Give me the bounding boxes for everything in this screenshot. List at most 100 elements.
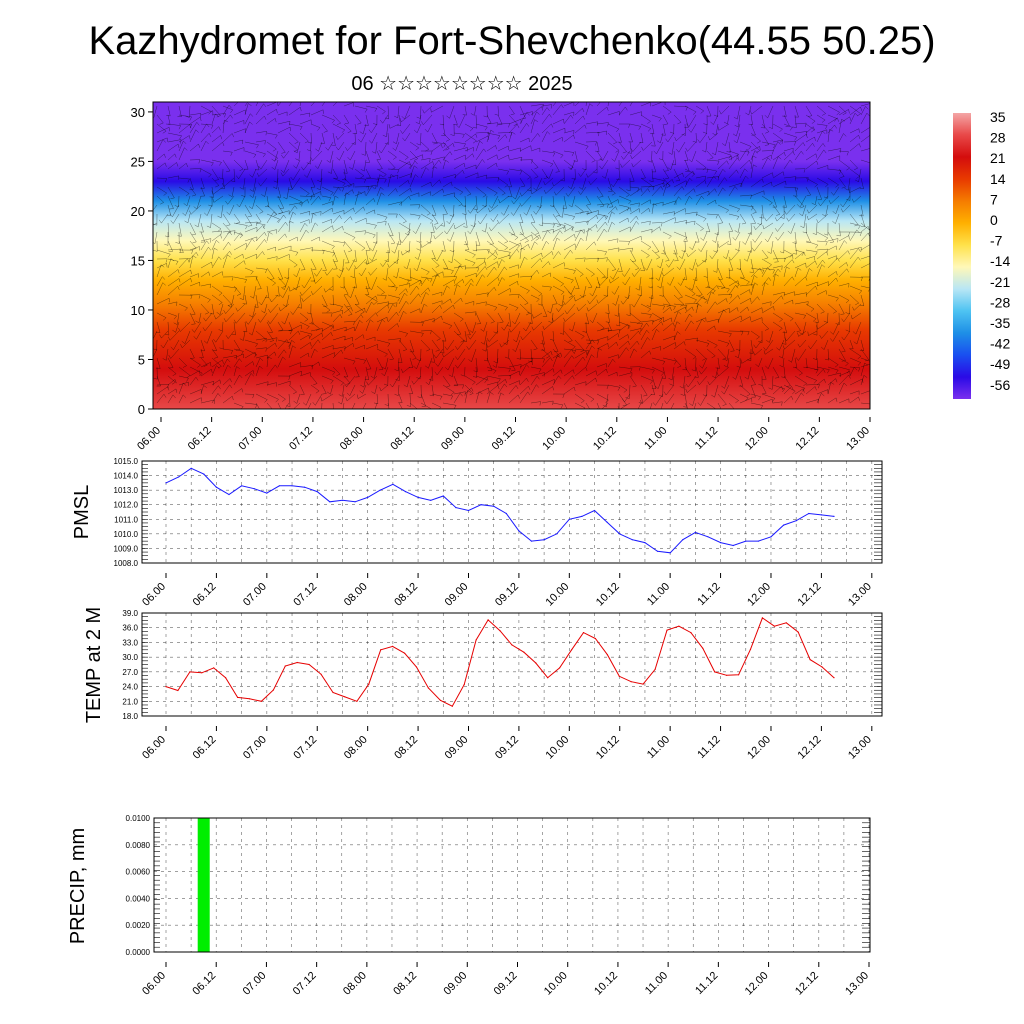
data-point	[666, 629, 668, 631]
data-point	[656, 550, 659, 552]
x-tick-label: 13.00	[846, 581, 874, 609]
y-tick-label: 0.0000	[126, 948, 151, 957]
x-tick-label: 12.12	[796, 734, 824, 762]
date-subtitle: 06 ☆☆☆☆☆☆☆☆ 2025	[351, 73, 573, 95]
data-point	[644, 542, 646, 544]
x-tick-label: 13.00	[846, 734, 874, 762]
data-point	[809, 659, 811, 661]
pmsl-axis-label: PMSL	[71, 485, 93, 539]
x-tick-label: 11.00	[645, 734, 672, 761]
y-tick-label: 0.0080	[126, 841, 151, 850]
data-point	[530, 540, 533, 542]
data-point	[316, 491, 318, 493]
x-tick-label: 10.12	[592, 970, 620, 998]
data-point	[682, 539, 684, 541]
x-tick-label: 06.12	[191, 734, 219, 762]
data-point	[165, 686, 167, 688]
page-title: Kazhydromet for Fort-Shevchenko(44.55 50…	[88, 19, 936, 63]
data-point	[475, 639, 477, 641]
y-tick-label: 5	[138, 352, 145, 367]
y-tick-label: 0.0040	[126, 894, 151, 903]
data-point	[523, 651, 525, 653]
x-tick-label: 10.00	[543, 734, 571, 762]
data-point	[439, 699, 441, 701]
data-point	[178, 476, 180, 478]
temp-frame	[141, 612, 883, 717]
x-tick-label: 11.12	[693, 425, 720, 452]
y-tick-label: 1012.0	[114, 501, 139, 510]
x-tick-label: 10.12	[594, 734, 622, 762]
data-point	[442, 495, 444, 497]
y-tick-label: 36.0	[122, 624, 138, 633]
data-point	[833, 515, 835, 518]
data-point	[594, 637, 597, 640]
x-tick-label: 11.12	[695, 734, 722, 761]
y-tick-label: 0	[138, 402, 145, 417]
data-point	[356, 700, 358, 702]
data-point	[320, 673, 322, 675]
data-point	[417, 496, 419, 498]
data-point	[455, 507, 457, 509]
x-tick-label: 07.12	[287, 425, 315, 453]
data-point	[568, 518, 570, 520]
x-tick-label: 12.00	[743, 425, 771, 453]
data-point	[707, 536, 709, 538]
y-tick-label: 39.0	[122, 609, 138, 618]
data-point	[392, 483, 394, 485]
temperature-panel: 18.021.024.027.030.033.036.039.0 06.00 06…	[83, 607, 883, 762]
x-tick-label: 10.12	[591, 425, 619, 453]
x-tick-label: 11.00	[645, 581, 672, 608]
data-point	[404, 652, 406, 654]
y-tick-label: 0.0100	[126, 814, 151, 823]
data-point	[678, 625, 680, 627]
x-tick-label: 07.12	[291, 970, 319, 998]
data-point	[726, 674, 728, 676]
data-point	[543, 539, 545, 541]
data-point	[631, 539, 633, 541]
data-point	[467, 509, 470, 512]
data-point	[619, 533, 621, 535]
data-point	[451, 705, 453, 707]
x-tick-label: 09.12	[492, 970, 520, 998]
data-point	[535, 662, 537, 664]
x-tick-label: 09.12	[490, 425, 518, 453]
data-point	[618, 675, 620, 677]
data-point	[248, 698, 251, 700]
pmsl-frame	[141, 460, 883, 564]
y-tick-label: 21.0	[122, 697, 138, 706]
x-tick-label: 06.12	[190, 970, 218, 998]
y-tick-label: 1010.0	[114, 530, 139, 539]
data-point	[213, 667, 215, 669]
x-tick-label: 08.00	[342, 734, 370, 762]
data-point	[518, 530, 520, 532]
data-point	[189, 671, 191, 673]
colorbar-label: 35	[990, 109, 1006, 125]
data-point	[606, 521, 608, 523]
x-tick-label: 06.00	[140, 581, 168, 609]
colorbar-label: 14	[990, 171, 1006, 187]
colorbar-label: -21	[990, 274, 1010, 290]
data-point	[332, 691, 334, 694]
colorbar-label: 7	[990, 191, 998, 207]
data-point	[392, 645, 394, 648]
data-point	[379, 489, 381, 491]
x-tick-label: 10.00	[542, 970, 570, 998]
x-tick-label: 07.12	[291, 581, 319, 609]
data-point	[380, 649, 382, 651]
y-tick-label: 10	[131, 303, 145, 318]
temp-axis-label: TEMP at 2 M	[83, 607, 105, 723]
colorbar-label: -28	[990, 294, 1010, 310]
precip-grid	[154, 817, 870, 953]
data-point	[581, 515, 583, 518]
data-point	[773, 625, 776, 627]
data-point	[278, 485, 280, 487]
x-tick-label: 12.00	[745, 734, 773, 762]
data-point	[499, 630, 501, 632]
heatmap-x-axis: 06.00 06.12 07.00 07.12 08.00 08.12 09.00 09.12…	[135, 417, 872, 453]
data-point	[344, 696, 346, 698]
data-point	[593, 509, 596, 512]
precip-bars	[197, 818, 210, 952]
colorbar-labels: 35 28 21 14 7 0 -7 -14 -21 -28 -35 -42 -49 -56	[990, 109, 1010, 393]
x-tick-label: 13.00	[843, 970, 871, 998]
y-tick-label: 20	[131, 204, 145, 219]
